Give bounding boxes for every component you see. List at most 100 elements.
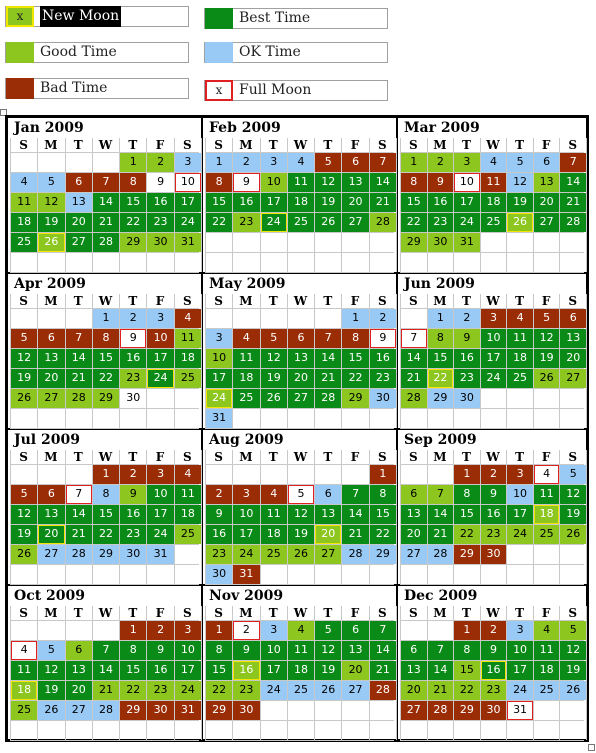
grid-line: [400, 172, 584, 173]
grid-line: [10, 428, 199, 429]
day-cell: 7: [92, 173, 120, 192]
grid-line: [400, 720, 584, 721]
weekday-header: W: [98, 606, 113, 620]
day-cell: 17: [147, 349, 174, 368]
day-cell: 11: [533, 485, 560, 504]
grid-line: [205, 138, 206, 272]
weekday-header: M: [44, 294, 58, 308]
grid-line: [10, 408, 199, 409]
day-cell: 11: [287, 641, 315, 660]
day-cell: 30: [147, 233, 174, 252]
grid-line: [396, 606, 397, 740]
day-cell: 17: [147, 505, 174, 524]
day-cell: 28: [65, 389, 92, 408]
day-cell: 29: [92, 389, 120, 408]
day-cell: 1: [92, 465, 120, 484]
weekday-header: F: [155, 450, 165, 464]
day-cell: 15: [120, 661, 147, 680]
day-cell: 3: [507, 465, 533, 484]
day-cell: 3: [260, 621, 287, 640]
grid-line: [205, 294, 206, 428]
grid-line: [119, 294, 121, 428]
day-cell: 13: [401, 505, 427, 524]
weekday-header: T: [323, 450, 333, 464]
day-cell: 4: [260, 485, 287, 504]
weekday-header: T: [73, 138, 83, 152]
grid-line: [426, 450, 428, 584]
day-cell: 16: [206, 525, 233, 544]
day-cell: 6: [401, 485, 427, 504]
day-cell: 29: [92, 545, 120, 564]
day-cell: 5: [38, 173, 65, 192]
day-cell: 12: [533, 329, 560, 348]
day-cell: 28: [401, 389, 427, 408]
grid-line: [368, 606, 370, 740]
day-cell: 26: [38, 233, 65, 252]
day-cell: 23: [147, 213, 174, 232]
day-cell: 10: [260, 173, 287, 192]
day-cell: 11: [11, 193, 38, 212]
day-cell: 30: [120, 389, 147, 408]
weekday-header: S: [568, 606, 578, 620]
day-cell: 21: [65, 369, 92, 388]
grid-line: [205, 606, 206, 740]
table-resize-icon[interactable]: [588, 744, 595, 751]
weekday-header: T: [128, 450, 138, 464]
grid-line: [205, 252, 394, 253]
grid-line: [37, 294, 39, 428]
day-cell: 24: [507, 525, 533, 544]
grid-line: [400, 564, 584, 565]
grid-line: [10, 564, 199, 565]
day-cell: 1: [342, 309, 369, 328]
day-cell: 7: [92, 641, 120, 660]
grid-line: [64, 450, 66, 584]
grid-line: [400, 620, 584, 621]
day-cell: 11: [11, 661, 38, 680]
day-cell: 19: [38, 681, 65, 700]
month-title: Feb 2009: [209, 120, 281, 136]
day-cell: 13: [65, 193, 92, 212]
day-cell: 21: [560, 193, 586, 212]
day-cell: 18: [233, 369, 260, 388]
day-cell: 12: [11, 349, 38, 368]
grid-line: [559, 294, 561, 428]
day-cell: 22: [342, 369, 369, 388]
weekday-header: S: [378, 294, 387, 308]
grid-line: [396, 138, 397, 272]
legend-ok-time: OK Time: [204, 42, 388, 63]
day-cell: 14: [369, 641, 396, 660]
day-cell: 25: [233, 389, 260, 408]
grid-line: [91, 294, 93, 428]
weekday-header: W: [293, 138, 308, 152]
day-cell: 6: [315, 485, 342, 504]
day-cell: 14: [65, 349, 92, 368]
day-cell: 23: [120, 525, 147, 544]
day-cell: 10: [147, 329, 174, 348]
day-cell: 28: [369, 213, 396, 232]
day-cell: 11: [287, 173, 315, 192]
day-cell: 23: [427, 213, 454, 232]
day-cell: 18: [480, 193, 507, 212]
day-cell: 27: [287, 389, 315, 408]
day-cell: 12: [560, 641, 586, 660]
day-cell: 4: [174, 465, 201, 484]
day-cell: 19: [11, 525, 38, 544]
day-cell: 22: [454, 525, 480, 544]
grid-line: [10, 294, 11, 428]
day-cell: 23: [120, 369, 147, 388]
day-cell: 27: [38, 389, 65, 408]
grid-line: [91, 138, 93, 272]
grid-line: [586, 450, 587, 584]
day-cell: 4: [174, 309, 201, 328]
grid-line: [205, 388, 394, 389]
day-cell: 2: [147, 153, 174, 172]
day-cell: 5: [260, 329, 287, 348]
day-cell: 24: [206, 389, 233, 408]
grid-line: [400, 368, 584, 369]
day-cell: 7: [65, 485, 92, 504]
day-cell: 28: [92, 701, 120, 720]
day-cell: 19: [560, 661, 586, 680]
day-cell: 4: [233, 329, 260, 348]
weekday-header: W: [98, 450, 113, 464]
day-cell: 27: [560, 369, 586, 388]
